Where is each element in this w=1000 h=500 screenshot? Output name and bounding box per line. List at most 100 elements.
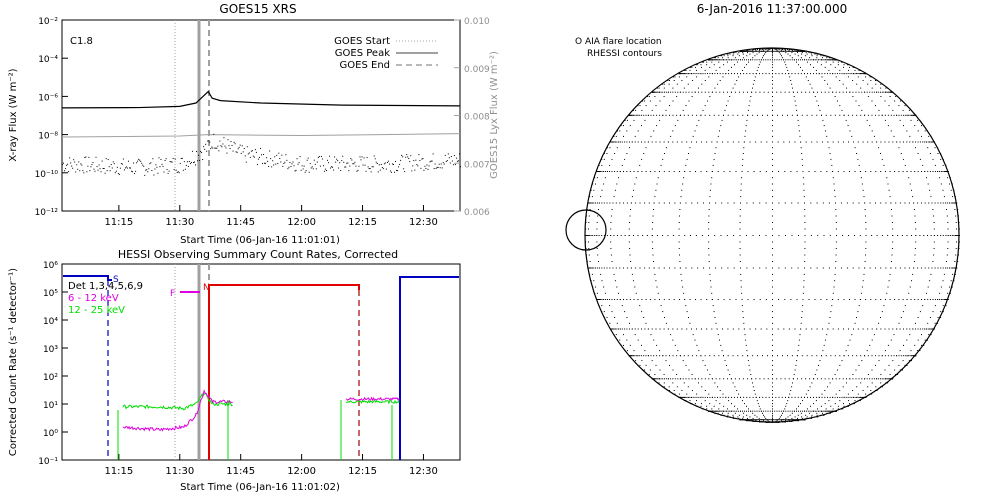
grid-dot: [763, 419, 764, 421]
grid-dot: [585, 222, 587, 223]
grid-dot: [660, 305, 662, 307]
grid-dot: [672, 141, 674, 143]
goes-short-point: [173, 169, 175, 171]
goes-short-point: [64, 170, 66, 172]
grid-dot: [908, 177, 910, 179]
grid-dot: [739, 215, 741, 217]
grid-dot: [942, 171, 944, 172]
grid-dot: [855, 100, 857, 102]
grid-dot: [733, 417, 735, 419]
grid-dot: [678, 76, 680, 78]
grid-dot: [853, 73, 854, 75]
grid-dot: [727, 91, 728, 93]
grid-dot: [915, 235, 917, 236]
goes-short-point: [317, 157, 319, 159]
grid-dot: [947, 235, 949, 236]
grid-dot: [778, 299, 780, 300]
grid-dot: [887, 344, 889, 346]
grid-dot: [639, 164, 641, 166]
grid-dot: [792, 50, 794, 52]
goes-short-point: [71, 165, 73, 167]
grid-dot: [900, 114, 902, 116]
grid-dot: [880, 328, 882, 330]
goes-short-point: [143, 165, 145, 167]
grid-dot: [788, 49, 790, 50]
grid-dot: [949, 183, 950, 185]
grid-dot: [832, 299, 834, 300]
grid-dot: [688, 73, 689, 75]
grid-dot: [719, 378, 721, 380]
goes-short-point: [174, 158, 176, 160]
grid-dot: [663, 83, 665, 85]
grid-dot: [906, 105, 908, 107]
grid-dot: [619, 141, 621, 143]
grid-dot: [832, 141, 834, 143]
grid-dot: [791, 419, 793, 421]
grid-dot: [867, 83, 869, 85]
grid-dot: [800, 147, 802, 149]
grid-dot: [809, 83, 811, 85]
grid-dot: [796, 299, 798, 300]
goes-short-point: [107, 159, 109, 161]
grid-dot: [913, 114, 915, 116]
grid-dot: [863, 273, 865, 275]
grid-dot: [805, 59, 807, 61]
grid-dot: [765, 396, 767, 398]
grid-dot: [790, 419, 792, 421]
hessi-plot-frame: [61, 263, 461, 461]
grid-dot: [799, 334, 801, 336]
goes-short-point: [73, 159, 75, 161]
grid-dot: [772, 414, 773, 416]
goes-short-point: [245, 161, 247, 163]
grid-dot: [772, 87, 773, 89]
grid-dot: [856, 153, 857, 154]
grid-dot: [839, 69, 841, 71]
goes-short-point: [236, 151, 238, 153]
grid-dot: [816, 412, 818, 414]
grid-dot: [816, 59, 818, 61]
grid-dot: [767, 419, 769, 421]
grid-dot: [727, 408, 728, 410]
grid-dot: [781, 50, 782, 52]
grid-dot: [722, 396, 724, 398]
grid-dot: [888, 328, 890, 330]
grid-dot: [766, 48, 768, 50]
grid-dot: [797, 378, 798, 380]
grid-dot: [644, 141, 646, 143]
grid-dot: [629, 355, 631, 357]
grid-dot: [852, 114, 854, 116]
grid-dot: [764, 419, 766, 421]
grid-dot: [865, 235, 867, 236]
grid-dot: [778, 410, 780, 412]
grid-dot: [720, 344, 722, 346]
grid-dot: [629, 171, 631, 172]
grid-dot: [754, 50, 756, 52]
goes-y2tick-label: 0.006: [464, 208, 490, 218]
grid-dot: [858, 73, 860, 75]
grid-dot: [772, 177, 773, 179]
grid-dot: [782, 412, 783, 414]
grid-dot: [899, 141, 901, 143]
grid-dot: [587, 235, 589, 236]
grid-dot: [827, 83, 828, 85]
grid-dot: [899, 369, 901, 371]
grid-dot: [696, 114, 698, 116]
grid-dot: [597, 299, 599, 300]
grid-dot: [788, 73, 790, 75]
grid-dot: [883, 91, 885, 93]
grid-dot: [641, 109, 643, 111]
grid-dot: [878, 322, 880, 324]
grid-dot: [891, 215, 893, 217]
grid-dot: [804, 241, 806, 243]
grid-dot: [791, 417, 793, 419]
goes-short-point: [99, 168, 101, 170]
grid-dot: [708, 254, 710, 256]
grid-dot: [650, 334, 652, 336]
grid-dot: [628, 235, 630, 236]
grid-dot: [774, 421, 776, 423]
grid-dot: [679, 215, 680, 217]
grid-dot: [783, 328, 785, 330]
goes-short-point: [384, 162, 386, 164]
grid-dot: [641, 360, 643, 362]
grid-dot: [820, 378, 822, 380]
